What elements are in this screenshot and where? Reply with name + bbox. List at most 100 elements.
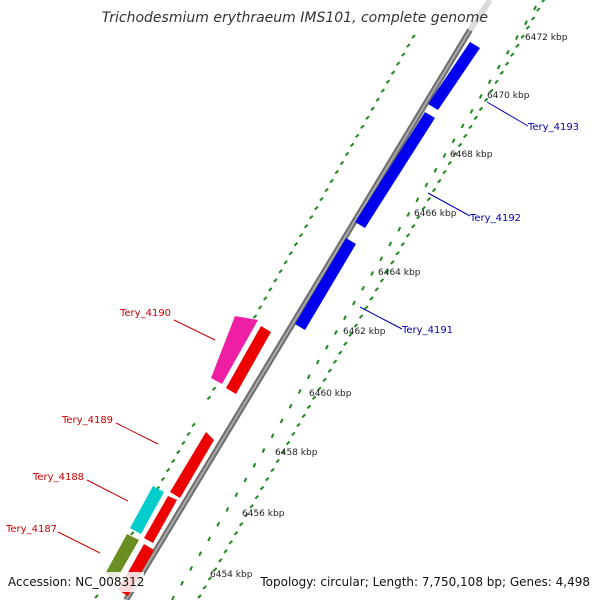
track-tick [288, 251, 293, 256]
kbp-label: 6470 kbp [487, 91, 530, 101]
track-tick [270, 467, 275, 473]
track-tick [487, 79, 492, 85]
accession-text: Accession: NC_008312 [8, 575, 144, 589]
track-tick [130, 531, 135, 536]
track-tick [478, 94, 483, 99]
gene-arrow-tery-4193[interactable] [428, 42, 480, 110]
track-tick [206, 395, 212, 400]
track-tick [207, 576, 213, 581]
track-tick [385, 79, 391, 84]
gene-arrow-tery-4189-b[interactable] [170, 432, 214, 498]
track-tick [186, 431, 191, 437]
track-tick [238, 522, 244, 527]
track-tick [202, 585, 207, 590]
track-tick [306, 374, 311, 380]
kbp-label: 6472 kbp [525, 33, 568, 43]
gene-label-tery-4192[interactable]: Tery_4192 [469, 213, 521, 224]
kbp-ruler: 6454 kbp 6456 kbp 6458 kbp 6460 kbp 6462… [210, 33, 568, 580]
gene-labels: Tery_4187 Tery_4188 Tery_4189 Tery_4190 … [5, 122, 579, 535]
track-tick [379, 278, 385, 283]
track-tick [421, 205, 426, 211]
track-tick [541, 0, 546, 3]
track-tick [442, 169, 447, 175]
track-tick [524, 20, 528, 26]
track-tick [530, 16, 536, 21]
track-tick [270, 433, 275, 439]
track-tick [457, 142, 463, 148]
track-tick [504, 61, 510, 66]
track-tick [324, 187, 329, 193]
gene-label-tery-4190[interactable]: Tery_4190 [119, 308, 171, 319]
track-tick [494, 79, 499, 84]
track-tick [263, 296, 268, 301]
gene-label-tery-4189[interactable]: Tery_4189 [61, 415, 113, 426]
gene-arrow-tery-4187[interactable] [105, 534, 139, 580]
gene-arrow-tery-4190[interactable] [211, 316, 258, 384]
gene-arrow-tery-4192[interactable] [355, 112, 435, 228]
track-tick [322, 377, 327, 382]
track-tick [332, 359, 338, 364]
track-tick [468, 124, 473, 130]
track-tick [324, 344, 329, 350]
track-tick [520, 34, 525, 39]
gene-label-tery-4187[interactable]: Tery_4187 [5, 524, 57, 535]
track-tick [499, 70, 505, 75]
track-tick [218, 558, 223, 563]
track-tick [390, 260, 395, 265]
track-tick [348, 332, 353, 337]
kbp-label: 6464 kbp [378, 268, 421, 278]
track-tick [298, 233, 304, 238]
track-tick [334, 330, 338, 335]
topology-text: Topology: circular; Length: 7,750,108 bp… [259, 575, 590, 589]
kbp-label: 6454 kbp [210, 570, 253, 580]
track-tick [225, 507, 230, 512]
track-tick [334, 169, 340, 175]
track-tick [343, 315, 347, 321]
track-tick [533, 5, 537, 11]
track-tick [483, 97, 489, 103]
track-tick [170, 458, 176, 464]
track-tick [374, 287, 379, 292]
track-tick [525, 25, 531, 30]
gene-label-tery-4193[interactable]: Tery_4193 [527, 122, 579, 133]
track-tick [265, 476, 270, 482]
gene-arrow-tery-4188[interactable] [130, 486, 164, 534]
track-tick [388, 241, 393, 247]
track-tick [293, 242, 299, 247]
track-tick [536, 7, 541, 12]
gene-arrow-tery-4191[interactable] [295, 238, 356, 330]
track-tick [278, 269, 283, 274]
gene-label-tery-4188[interactable]: Tery_4188 [32, 472, 84, 483]
track-tick [370, 106, 375, 111]
track-tick [315, 359, 320, 365]
track-tick [489, 88, 494, 94]
track-tick [447, 160, 452, 166]
gene-arrow-tery-4189-a[interactable] [226, 326, 271, 394]
track-tick [473, 115, 478, 121]
gene-arrow-tery-4188-b[interactable] [144, 496, 177, 543]
map-title: Trichodesmium erythraeum IMS101, complet… [102, 10, 488, 26]
track-tick [406, 212, 411, 217]
track-tick [469, 108, 474, 114]
track-tick [228, 540, 233, 545]
leader-lines [57, 101, 529, 554]
track-tick [252, 462, 257, 468]
track-tick [306, 404, 312, 410]
track-tick [191, 422, 196, 428]
track-tick [515, 35, 519, 40]
track-tick [223, 549, 228, 554]
track-tick [198, 551, 203, 557]
track-tick [257, 305, 263, 310]
track-tick [244, 513, 249, 518]
track-tick [268, 287, 273, 292]
track-tick [424, 182, 429, 188]
gene-label-tery-4191[interactable]: Tery_4191 [401, 325, 453, 336]
track-tick [460, 123, 465, 129]
kbp-label: 6462 kbp [343, 327, 386, 337]
track-tick [279, 418, 284, 424]
kbp-label: 6460 kbp [309, 389, 352, 399]
track-tick [395, 251, 400, 256]
track-tick [395, 61, 401, 66]
